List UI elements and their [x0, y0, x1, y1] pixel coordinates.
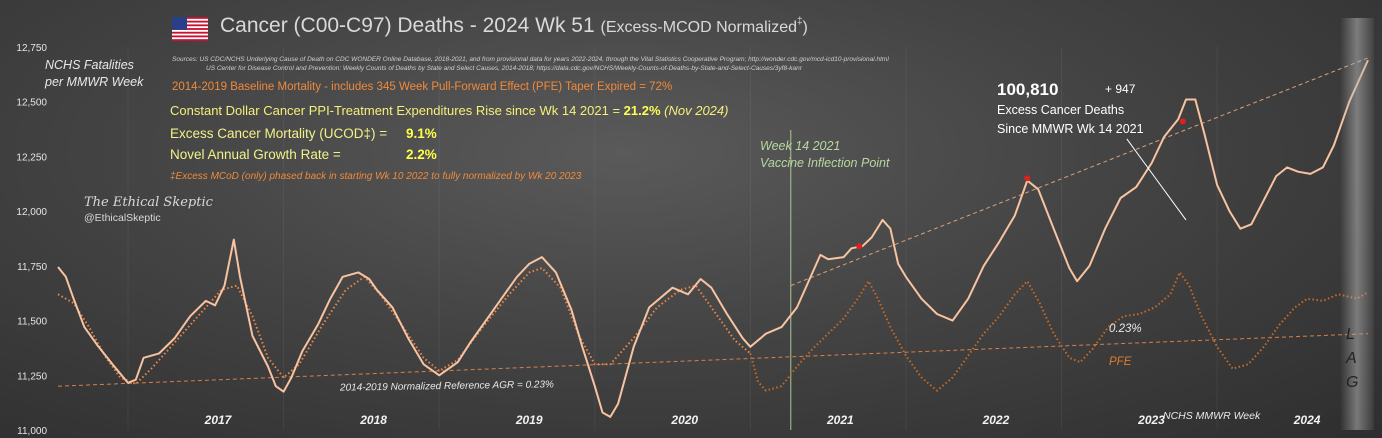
ppi-value: 21.2%	[623, 103, 661, 118]
lag-bar	[1340, 18, 1374, 430]
title-paren: (Excess-MCOD Normalized	[600, 19, 797, 36]
data-marker	[856, 243, 863, 250]
inflection-label-line-2: Vaccine Inflection Point	[760, 156, 890, 170]
excess-deaths-increment: + 947	[1105, 82, 1136, 96]
ppi-note: Constant Dollar Cancer PPI-Treatment Exp…	[170, 103, 728, 118]
excess-trend-line	[790, 57, 1369, 287]
y-tick-label: 12,250	[16, 152, 47, 163]
sources-line-1: Sources: US CDC/NCHS Underlying Cause of…	[172, 56, 889, 63]
year-label: 2017	[204, 413, 233, 427]
expected-series-line	[57, 266, 751, 386]
inflection-label: Week 14 2021 Vaccine Inflection Point	[760, 138, 889, 172]
callout-line	[1126, 138, 1187, 221]
y-tick-label: 11,500	[17, 317, 47, 328]
year-label: 2018	[359, 413, 387, 427]
data-marker	[1024, 175, 1031, 182]
excess-deaths-line-2: Since MMWR Wk 14 2021	[997, 122, 1144, 136]
lag-letter-g: G	[1346, 374, 1359, 391]
y-axis-label: NCHS Fatalities per MMWR Week	[45, 57, 143, 91]
x-axis-label: NCHS MMWR Week	[1163, 410, 1261, 422]
excess-deaths-line-1: Excess Cancer Deaths	[997, 103, 1125, 117]
y-tick-label: 12,750	[16, 43, 47, 54]
year-label: 2020	[670, 413, 698, 427]
excess-mortality-label: Excess Cancer Mortality (UCOD‡) =	[170, 126, 388, 141]
y-axis-label-line-1: NCHS Fatalities	[45, 58, 134, 72]
y-tick-label: 11,750	[17, 262, 47, 273]
y-tick-label: 11,250	[17, 371, 47, 382]
trend-pct-label: 0.23%	[1109, 323, 1142, 335]
lag-letter-a: A	[1346, 350, 1357, 367]
baseline-note: 2014-2019 Baseline Mortality - includes …	[172, 81, 673, 93]
inflection-label-line-1: Week 14 2021	[760, 139, 841, 153]
y-tick-label: 12,500	[16, 98, 47, 109]
brand-name: The Ethical Skeptic	[84, 195, 213, 210]
title-dagger: ‡	[796, 16, 803, 27]
ppi-date: (Nov 2024)	[664, 103, 729, 118]
pfe-series-line	[749, 270, 1369, 392]
sources: Sources: US CDC/NCHS Underlying Cause of…	[172, 55, 889, 73]
growth-rate-value: 2.2%	[406, 147, 437, 162]
y-tick-label: 12,000	[16, 207, 47, 218]
chart-title: Cancer (C00-C97) Deaths - 2024 Wk 51 (Ex…	[220, 14, 808, 38]
sources-line-2: US Center for Disease Control and Preven…	[206, 65, 802, 72]
year-label: 2023	[1137, 413, 1165, 427]
y-tick-label: 11,000	[17, 426, 47, 437]
footnote: ‡Excess MCoD (only) phased back in start…	[170, 171, 582, 182]
lag-letter-l: L	[1346, 326, 1355, 343]
reference-trend-line	[57, 333, 1369, 387]
ppi-text: Constant Dollar Cancer PPI-Treatment Exp…	[170, 103, 624, 118]
year-label: 2022	[982, 413, 1010, 427]
year-label: 2019	[515, 413, 543, 427]
brand-handle: @EthicalSkeptic	[84, 212, 161, 224]
data-marker	[1179, 118, 1186, 125]
actual-series-line	[57, 59, 1369, 418]
y-axis-label-line-2: per MMWR Week	[45, 75, 144, 89]
growth-rate-label: Novel Annual Growth Rate =	[170, 147, 341, 162]
pfe-label: PFE	[1109, 356, 1132, 368]
year-label: 2021	[826, 413, 854, 427]
title-main: Cancer (C00-C97) Deaths - 2024 Wk 51	[220, 14, 595, 37]
year-label: 2024	[1293, 413, 1321, 427]
us-flag-icon	[172, 17, 208, 41]
excess-mortality-value: 9.1%	[406, 126, 437, 141]
title-close: )	[802, 19, 808, 36]
excess-deaths-number: 100,810	[997, 80, 1059, 99]
